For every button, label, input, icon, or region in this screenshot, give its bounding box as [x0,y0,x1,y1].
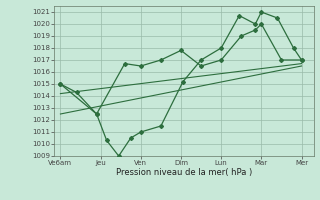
X-axis label: Pression niveau de la mer( hPa ): Pression niveau de la mer( hPa ) [116,168,252,177]
